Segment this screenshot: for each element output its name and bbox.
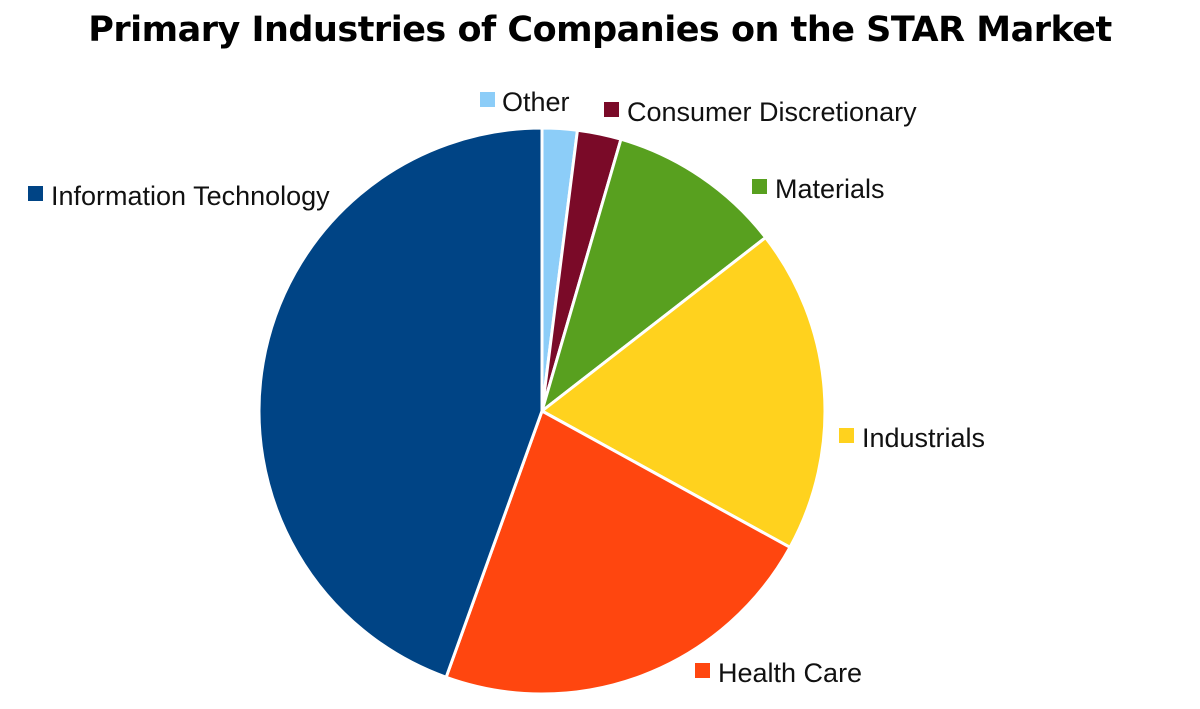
legend-label-consumer-discretionary: Consumer Discretionary (627, 97, 917, 127)
legend-label-information-technology: Information Technology (51, 181, 330, 211)
pie-slice-health-care (444, 409, 792, 696)
chart-title: Primary Industries of Companies on the S… (88, 10, 1112, 50)
pie-slice-industrials (540, 236, 827, 549)
legend-swatch-other (480, 92, 495, 107)
legend-swatch-materials (752, 179, 767, 194)
legend-swatch-industrials (839, 428, 854, 443)
legend-swatch-information-technology (28, 186, 43, 201)
pie-slice-materials (540, 137, 768, 413)
pie-legend-labels: Other Consumer Discretionary Materials Indu… (28, 87, 985, 688)
pie-slice-information-technology (257, 126, 544, 679)
legend-label-health-care: Health Care (718, 658, 862, 688)
legend-label-materials: Materials (775, 174, 885, 204)
pie-slices (257, 126, 827, 696)
legend-label-industrials: Industrials (862, 423, 985, 453)
legend-swatch-consumer-discretionary (604, 102, 619, 117)
legend-label-other: Other (502, 87, 570, 117)
legend-swatch-health-care (695, 663, 710, 678)
